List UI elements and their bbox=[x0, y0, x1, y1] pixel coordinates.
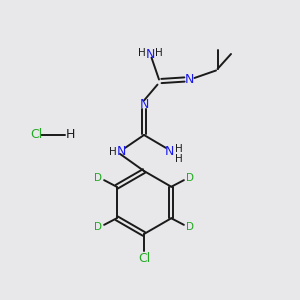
Text: N: N bbox=[184, 73, 194, 86]
Text: N: N bbox=[145, 47, 155, 61]
Text: H: H bbox=[175, 144, 182, 154]
Text: H: H bbox=[154, 47, 162, 58]
Text: H: H bbox=[66, 128, 75, 142]
Text: N: N bbox=[165, 145, 174, 158]
Text: Cl: Cl bbox=[138, 251, 150, 265]
Text: H: H bbox=[109, 147, 117, 158]
Text: D: D bbox=[94, 222, 102, 232]
Text: D: D bbox=[186, 173, 194, 183]
Text: H: H bbox=[138, 47, 146, 58]
Text: D: D bbox=[94, 173, 102, 183]
Text: N: N bbox=[139, 98, 149, 112]
Text: N: N bbox=[117, 145, 126, 158]
Text: H: H bbox=[175, 154, 182, 164]
Text: D: D bbox=[186, 222, 194, 232]
Text: Cl: Cl bbox=[30, 128, 42, 142]
